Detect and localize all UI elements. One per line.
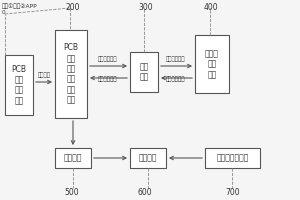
Text: 200: 200 [66,3,80,12]
Text: 300: 300 [138,3,153,12]
Text: 通信系统: 通信系统 [64,154,82,162]
Bar [130,148,166,168]
Text: 0: 0 [2,10,6,15]
Text: 初始数据文档: 初始数据文档 [166,56,186,62]
Text: PCB
数据
采集
系统: PCB 数据 采集 系统 [11,65,26,105]
Text: 600: 600 [138,188,153,197]
Text: 云服务器: 云服务器 [139,154,157,162]
Text: PCB
厂家
内部
信息
管理
系统: PCB 厂家 内部 信息 管理 系统 [64,44,79,104]
Bar [195,35,229,93]
Text: 工艺参数: 工艺参数 [38,72,50,78]
Text: 二维码
雕刻
系统: 二维码 雕刻 系统 [205,49,219,79]
Text: 最终数据文档: 最终数据文档 [98,76,118,82]
Text: 400: 400 [204,3,219,12]
Bar [55,30,87,118]
Bar [205,148,260,168]
Text: 二维码读取设备: 二维码读取设备 [216,154,249,162]
Bar [55,148,91,168]
Text: 700: 700 [225,188,240,197]
Text: 图号①空调②APP: 图号①空调②APP [2,3,38,9]
Text: 共享
系统: 共享 系统 [140,62,148,82]
Text: 500: 500 [64,188,79,197]
Text: 初始数据文档: 初始数据文档 [98,56,118,62]
Text: 最终数据文档: 最终数据文档 [166,76,186,82]
Bar [130,52,158,92]
Bar [5,55,33,115]
